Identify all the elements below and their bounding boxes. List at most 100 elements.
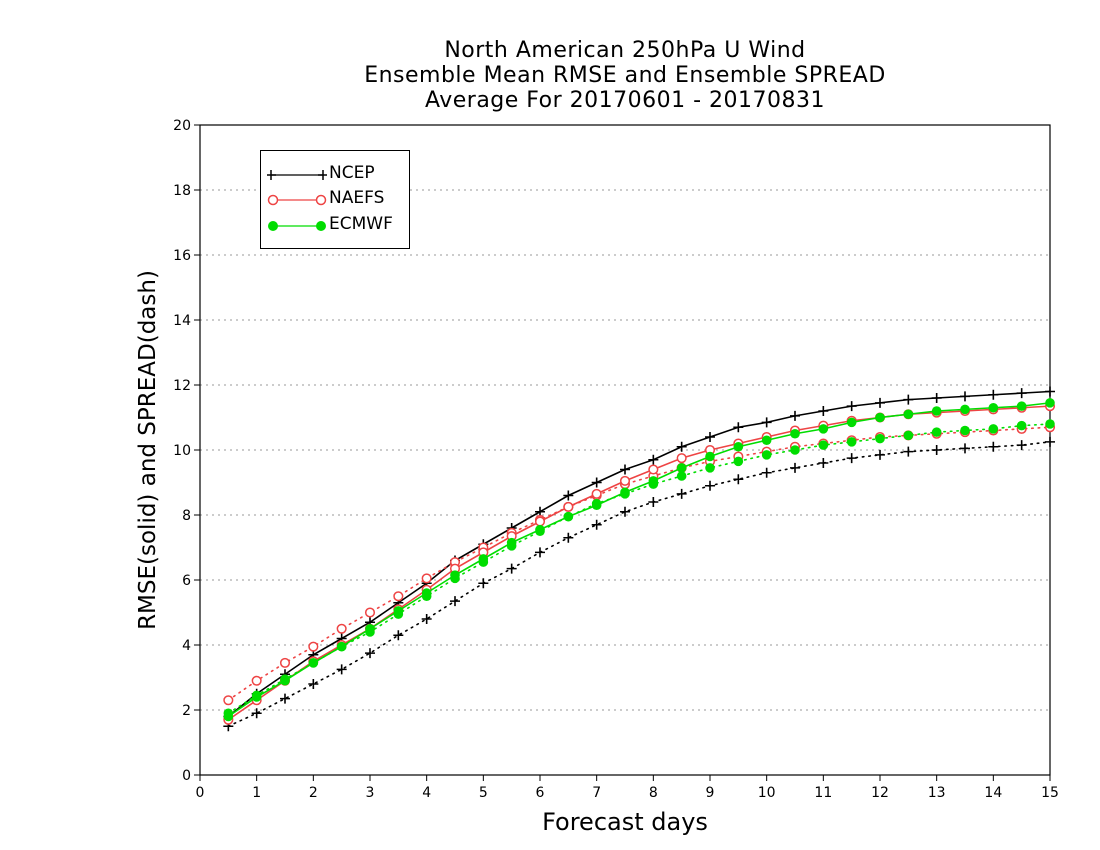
- x-axis-label: Forecast days: [542, 808, 708, 836]
- x-tick-label-15: 15: [1041, 785, 1059, 801]
- legend-swatch-ecmwf: [268, 221, 326, 231]
- ncep-rmse-point: [676, 441, 687, 452]
- ecmwf-rmse-point: [620, 487, 630, 498]
- naefs-rmse-point: [534, 516, 546, 527]
- ecmwf-spread-point: [705, 463, 715, 473]
- ecmwf-rmse-point: [251, 692, 262, 702]
- ecmwf-rmse-point: [790, 428, 800, 439]
- y-tick-label-20: 20: [173, 118, 191, 134]
- x-tick-label-7: 7: [592, 785, 601, 801]
- y-tick-label-2: 2: [182, 703, 191, 719]
- legend-swatch-ncep: [267, 170, 327, 180]
- ncep-rmse-point: [648, 454, 659, 465]
- ecmwf-spread-point: [931, 427, 942, 437]
- ecmwf-rmse-point: [705, 451, 715, 462]
- ecmwf-rmse-point: [818, 424, 829, 434]
- ncep-rmse-point: [903, 394, 914, 405]
- ecmwf-spread-point: [988, 424, 999, 434]
- ncep-spread-point: [818, 458, 829, 468]
- chart-title-line-2: Ensemble Mean RMSE and Ensemble SPREAD: [364, 63, 886, 88]
- ecmwf-spread-point: [875, 433, 885, 444]
- naefs-rmse-point: [591, 488, 602, 499]
- y-tick-label-8: 8: [182, 508, 191, 524]
- naefs-spread-point: [279, 657, 291, 668]
- ncep-spread-point: [535, 547, 545, 558]
- y-axis-label: RMSE(solid) and SPREAD(dash): [135, 270, 161, 630]
- ncep-spread-point: [790, 462, 800, 473]
- x-tick-label-4: 4: [422, 785, 431, 801]
- ecmwf-rmse-point: [308, 658, 319, 668]
- naefs-spread-point: [223, 695, 234, 706]
- legend-label-naefs: NAEFS: [329, 188, 385, 208]
- x-tick-label-14: 14: [984, 785, 1002, 801]
- ecmwf-spread-point: [846, 437, 857, 447]
- naefs-spread-point: [364, 607, 376, 618]
- x-tick-label-6: 6: [536, 785, 545, 801]
- ncep-spread-point: [988, 441, 999, 452]
- ecmwf-rmse-point: [733, 441, 744, 452]
- ecmwf-rmse-point: [591, 500, 602, 511]
- ncep-spread-point: [875, 449, 885, 460]
- naefs-spread-point: [308, 641, 319, 652]
- ncep-rmse-point: [705, 432, 715, 442]
- y-tick-label-4: 4: [182, 638, 191, 654]
- x-tick-label-8: 8: [649, 785, 658, 801]
- naefs-spread-point: [251, 675, 262, 686]
- x-tick-label-11: 11: [814, 785, 832, 801]
- ecmwf-rmse-point: [1016, 401, 1027, 411]
- ecmwf-rmse-point: [846, 417, 857, 428]
- y-tick-label-6: 6: [182, 573, 191, 589]
- ncep-rmse-point: [591, 477, 602, 488]
- ncep-rmse-point: [960, 391, 970, 402]
- ecmwf-spread-point: [1016, 420, 1027, 431]
- y-tick-label-18: 18: [173, 183, 191, 199]
- ecmwf-rmse-point: [648, 476, 659, 486]
- ncep-rmse-line: [227, 390, 1051, 718]
- ncep-spread-line: [227, 441, 1051, 728]
- x-tick-label-0: 0: [196, 785, 205, 801]
- ncep-spread-point: [365, 648, 375, 659]
- ecmwf-rmse-point: [960, 404, 970, 415]
- ncep-spread-point: [506, 563, 517, 574]
- naefs-spread-point: [393, 591, 404, 602]
- y-tick-label-16: 16: [173, 248, 191, 264]
- naefs-rmse-point: [648, 464, 659, 475]
- ncep-spread-point: [280, 693, 290, 704]
- naefs-rmse-point: [563, 501, 574, 512]
- naefs-spread-point: [336, 623, 347, 634]
- ncep-rmse-point: [620, 464, 630, 475]
- ecmwf-spread-point: [790, 445, 800, 455]
- ecmwf-spread-point: [960, 425, 970, 436]
- ecmwf-spread-point: [1045, 419, 1055, 429]
- ecmwf-rmse-point: [875, 412, 885, 423]
- y-tick-label-14: 14: [173, 313, 191, 329]
- ecmwf-spread-point: [761, 450, 772, 460]
- ncep-spread-point: [761, 467, 772, 478]
- ncep-spread-point: [648, 497, 659, 507]
- ncep-spread-point: [308, 679, 319, 689]
- ecmwf-rmse-point: [563, 511, 574, 522]
- ecmwf-rmse-point: [280, 675, 290, 686]
- ncep-spread-point: [478, 578, 489, 589]
- x-tick-label-5: 5: [479, 785, 488, 801]
- ecmwf-rmse-point: [421, 588, 432, 598]
- x-tick-label-1: 1: [252, 785, 261, 801]
- legend: NCEP NAEFS ECMWF: [260, 150, 410, 249]
- ncep-spread-point: [676, 488, 687, 499]
- x-tick-label-13: 13: [928, 785, 946, 801]
- ncep-rmse-point: [733, 422, 744, 433]
- legend-label-ncep: NCEP: [329, 163, 375, 183]
- ncep-rmse-point: [988, 389, 999, 400]
- ecmwf-rmse-point: [988, 402, 999, 413]
- naefs-spread-point: [421, 573, 432, 584]
- ecmwf-rmse-point: [223, 711, 234, 722]
- ncep-spread-point: [421, 614, 432, 624]
- ecmwf-spread-point: [733, 456, 744, 467]
- ecmwf-rmse-point: [393, 606, 404, 616]
- ncep-rmse-point: [790, 410, 800, 421]
- ncep-spread-point: [450, 596, 460, 607]
- ecmwf-spread-point: [818, 440, 829, 450]
- ncep-spread-point: [903, 446, 914, 457]
- ncep-rmse-point: [563, 490, 574, 501]
- x-tick-label-10: 10: [758, 785, 776, 801]
